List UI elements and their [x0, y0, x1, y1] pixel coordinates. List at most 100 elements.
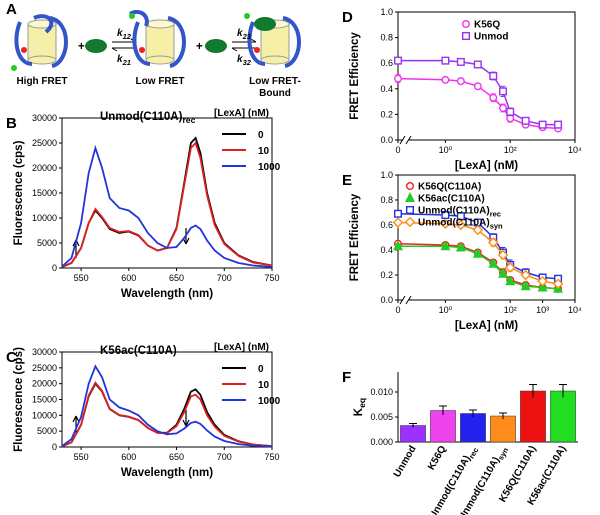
legend-label: K56Q(C110A): [418, 182, 481, 193]
marker: [537, 281, 548, 292]
x-tick-label: 10⁴: [568, 145, 582, 155]
legend-label: Unmod(C110A)rec: [418, 206, 501, 219]
marker: [441, 210, 450, 219]
y-tick-label: 0.4: [380, 245, 393, 255]
marker: [499, 87, 508, 96]
legend-label: 10: [258, 146, 270, 157]
plus: +: [196, 41, 203, 53]
rate-label-main: k: [237, 54, 243, 65]
y-tick-label: 0.6: [380, 220, 393, 230]
marker: [456, 57, 465, 66]
x-tick-label: 650: [169, 452, 184, 462]
nucleosome: [128, 9, 186, 68]
marker: [392, 217, 404, 228]
marker: [394, 209, 403, 218]
panel-label: D: [342, 9, 353, 26]
rate-label: k32: [237, 54, 252, 67]
legend-title: [LexA] (nM): [214, 342, 269, 353]
legend-label-sub: rec: [490, 210, 501, 219]
y-axis-label: FRET Efficiency: [349, 32, 361, 120]
y-tick-label: 0.000: [370, 437, 393, 447]
marker: [538, 120, 547, 129]
marker: [505, 275, 516, 286]
rate-label-main: k: [237, 28, 243, 39]
panel-label: C: [6, 349, 17, 366]
axis-break: [399, 135, 412, 145]
marker: [462, 32, 471, 41]
legend-label-main: Unmod(C110A): [418, 218, 490, 229]
y-axis-label: Fluorescence (cps): [13, 140, 25, 245]
marker: [440, 218, 451, 230]
x-tick-label: Unmod: [392, 444, 419, 479]
legend-label-sub: syn: [490, 222, 503, 231]
error-bar: [559, 384, 567, 398]
y-tick-label: 25000: [32, 363, 57, 373]
y-axis-label: Fluorescence (cps): [13, 347, 25, 452]
marker: [506, 107, 515, 116]
fit-line: [398, 245, 559, 290]
legend-label: 1000: [258, 162, 281, 173]
marker: [521, 116, 530, 125]
x-tick-label: 600: [121, 452, 136, 462]
legend-label: K56Q: [474, 20, 500, 31]
marker: [504, 262, 516, 273]
y-tick-label: 10000: [32, 213, 57, 223]
marker: [440, 240, 451, 251]
y-tick-label: 0: [52, 263, 57, 273]
spectrum: [61, 141, 273, 268]
x-tick-label: 10²: [504, 305, 517, 315]
frame: [397, 174, 576, 301]
y-axis-label-main: K: [353, 407, 365, 416]
marker: [473, 60, 482, 69]
plus: +: [78, 41, 85, 53]
x-tick-label: 700: [217, 452, 232, 462]
rate-label-sub: 23: [242, 32, 252, 41]
state-label: Low FRET-: [249, 76, 301, 87]
y-tick-label: 30000: [32, 347, 57, 357]
y-tick-label: 0.0: [380, 295, 393, 305]
marker: [456, 212, 465, 221]
y-tick-label: 1.0: [380, 7, 393, 17]
x-tick-label: 10⁰: [439, 145, 453, 155]
error-bar: [499, 412, 507, 419]
marker: [497, 249, 509, 261]
legend-label: 10: [258, 380, 270, 391]
marker: [499, 103, 508, 112]
bar: [490, 415, 516, 443]
annotation: K56ac(C110A): [100, 345, 177, 357]
y-tick-label: 0.8: [380, 195, 393, 205]
x-tick-label: 550: [74, 273, 89, 283]
rate-label-sub: 21: [122, 58, 131, 67]
error-bar: [439, 405, 447, 415]
legend-title: [LexA] (nM): [214, 108, 269, 119]
error-bar: [409, 423, 417, 428]
marker: [489, 93, 498, 102]
x-tick-label: 0: [395, 145, 400, 155]
spectrum: [61, 364, 273, 448]
y-tick-label: 0.6: [380, 58, 393, 68]
x-tick-label: 10²: [504, 145, 517, 155]
panel-label: E: [342, 172, 352, 189]
axis-break: [403, 135, 409, 145]
nucleosome: [11, 14, 68, 71]
bar: [460, 413, 486, 443]
marker: [554, 120, 563, 129]
rate-label: k23: [237, 28, 252, 41]
spectrum: [61, 144, 273, 268]
state-label: Low FRET: [136, 76, 185, 87]
x-tick-label: 550: [74, 452, 89, 462]
panel-label: B: [6, 115, 17, 132]
x-tick-label: 700: [217, 273, 232, 283]
bar: [400, 425, 426, 443]
y-tick-label: 10000: [32, 410, 57, 420]
fit-line: [398, 59, 559, 126]
legend-label: 0: [258, 364, 264, 375]
y-tick-label: 20000: [32, 379, 57, 389]
legend-label: 0: [258, 130, 264, 141]
legend-label: K56ac(C110A): [418, 194, 485, 205]
y-tick-label: 25000: [32, 138, 57, 148]
annotation-main: Unmod(C110A): [100, 111, 183, 123]
x-axis-label: [LexA] (nM): [455, 160, 518, 172]
rate-label-main: k: [117, 28, 123, 39]
